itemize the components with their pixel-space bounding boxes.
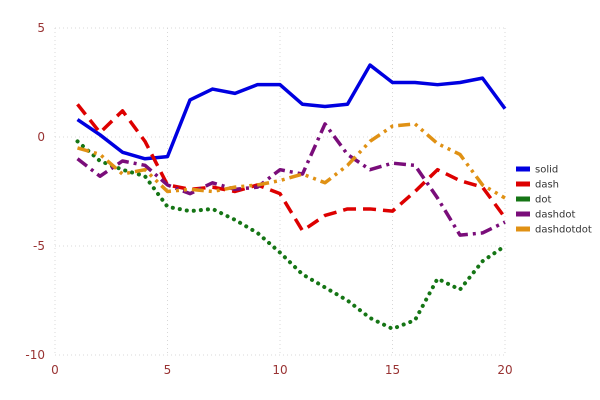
- x-tick-label: 10: [272, 363, 287, 377]
- x-tick-label: 0: [51, 363, 59, 377]
- legend-label-dash: dash: [535, 180, 559, 191]
- x-tick-label: 15: [385, 363, 400, 377]
- legend-label-dashdotdot: dashdotdot: [535, 225, 592, 236]
- series-line-dashdotdot: [77, 122, 506, 200]
- y-tick-label: 5: [37, 21, 45, 35]
- series-line-dashdot: [76, 122, 506, 237]
- legend-label-dot: dot: [535, 195, 551, 206]
- series-line-dot: [75, 139, 507, 331]
- legend-label-solid: solid: [535, 165, 558, 176]
- legend-label-dashdot: dashdot: [535, 210, 575, 221]
- y-tick-label: -10: [25, 348, 45, 362]
- series-line-dash: [76, 103, 507, 233]
- x-tick-label: 5: [164, 363, 172, 377]
- y-tick-label: 0: [37, 130, 45, 144]
- y-tick-label: -5: [33, 239, 45, 253]
- series-line-solid: [76, 63, 507, 161]
- x-tick-label: 20: [497, 363, 512, 377]
